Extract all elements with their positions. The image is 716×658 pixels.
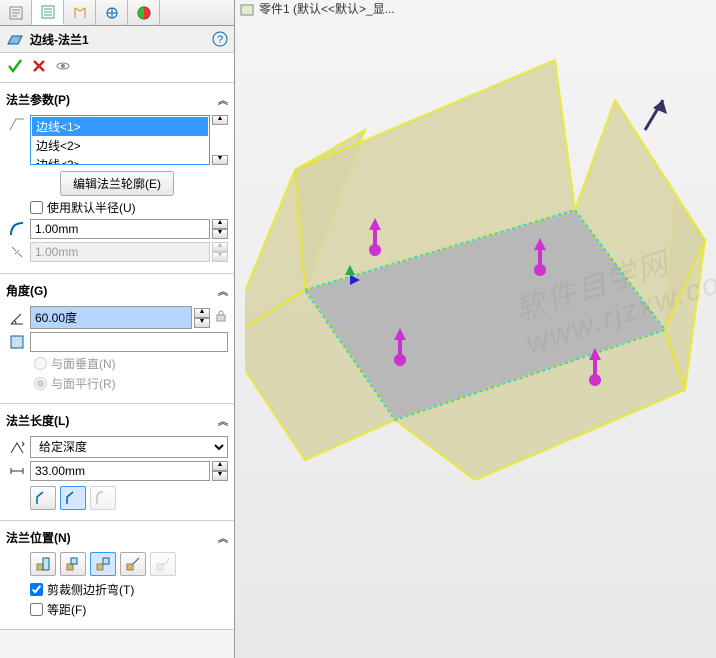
length-tangent-bend-button[interactable] (90, 486, 116, 510)
face-select-icon (6, 333, 28, 351)
position-tangent-button[interactable] (150, 552, 176, 576)
section-flange-params: 法兰参数(P) ︽ 边线<1> 边线<2> 边线<3> ▲ ▼ 编辑法兰轮廓(E… (0, 83, 234, 274)
use-default-radius-label: 使用默认半径(U) (47, 199, 136, 216)
length-icon (6, 462, 28, 480)
position-material-outside-button[interactable] (60, 552, 86, 576)
length-outer-virtual-sharp-button[interactable] (30, 486, 56, 510)
position-options-row (6, 550, 228, 578)
angle-input[interactable]: 60.00度 (30, 306, 192, 329)
section-title: 法兰位置(N) (6, 529, 71, 546)
gap-distance-input: 1.00mm (30, 242, 210, 262)
gap-distance-icon (6, 243, 28, 261)
tab-configuration[interactable] (64, 0, 96, 25)
help-icon[interactable]: ? (212, 31, 228, 47)
position-virtual-sharp-button[interactable] (120, 552, 146, 576)
chevron-up-icon: ︽ (218, 283, 228, 298)
cancel-icon[interactable] (30, 57, 48, 78)
spin-up[interactable]: ▲ (194, 308, 210, 318)
chevron-up-icon: ︽ (218, 530, 228, 545)
graphics-viewport[interactable]: 零件1 (默认<<默认>_显... 软件自学网 www.rjzxw.com (235, 0, 716, 658)
offset-label: 等距(F) (47, 601, 86, 618)
end-condition-icon (6, 438, 28, 456)
section-flange-length: 法兰长度(L) ︽ 给定深度 33.00mm ▲▼ (0, 404, 234, 521)
edge-list-item[interactable]: 边线<2> (32, 136, 208, 155)
parallel-label: 与面平行(R) (51, 375, 116, 392)
section-header-length[interactable]: 法兰长度(L) ︽ (6, 410, 228, 433)
tab-property-manager[interactable] (32, 0, 64, 25)
confirm-row (0, 53, 234, 83)
section-title: 法兰长度(L) (6, 412, 69, 429)
use-default-radius-checkbox[interactable] (30, 201, 43, 214)
spin-up[interactable]: ▲ (212, 461, 228, 471)
length-reference-row (6, 484, 228, 512)
edge-list-item[interactable]: 边线<1> (32, 117, 208, 136)
section-angle: 角度(G) ︽ 60.00度 ▲▼ 与面垂直(N) 与面平行(R) (0, 274, 234, 404)
spin-down[interactable]: ▼ (194, 318, 210, 328)
length-inner-virtual-sharp-button[interactable] (60, 486, 86, 510)
spin-down: ▼ (212, 252, 228, 262)
property-panel: 边线-法兰1 ? 法兰参数(P) ︽ 边线<1> 边线<2> 边线<3> ▲ ▼… (0, 0, 235, 658)
chevron-up-icon: ︽ (218, 413, 228, 428)
parallel-radio (34, 377, 47, 390)
tab-dimxpert[interactable] (96, 0, 128, 25)
spin-down[interactable]: ▼ (212, 471, 228, 481)
position-material-inside-button[interactable] (30, 552, 56, 576)
face-reference-input[interactable] (30, 332, 228, 352)
edge-flange-icon (6, 30, 24, 48)
length-input[interactable]: 33.00mm (30, 461, 210, 481)
list-down-icon[interactable]: ▼ (212, 155, 228, 165)
edge-list-item[interactable]: 边线<3> (32, 155, 208, 165)
section-title: 法兰参数(P) (6, 91, 70, 108)
spin-up[interactable]: ▲ (212, 219, 228, 229)
angle-icon (6, 309, 28, 327)
feature-header: 边线-法兰1 ? (0, 26, 234, 53)
bend-radius-input[interactable]: 1.00mm (30, 219, 210, 239)
section-header-position[interactable]: 法兰位置(N) ︽ (6, 527, 228, 550)
section-flange-position: 法兰位置(N) ︽ 剪裁侧边折弯(T) 等距(F) (0, 521, 234, 630)
section-title: 角度(G) (6, 282, 47, 299)
feature-title: 边线-法兰1 (30, 31, 212, 48)
document-tab[interactable]: 零件1 (默认<<默认>_显... (239, 0, 395, 17)
tab-appearances[interactable] (128, 0, 160, 25)
section-header-angle[interactable]: 角度(G) ︽ (6, 280, 228, 303)
bend-radius-icon (6, 220, 28, 238)
edit-profile-button[interactable]: 编辑法兰轮廓(E) (60, 171, 174, 196)
view-normal-arrow-icon[interactable] (645, 100, 667, 130)
offset-checkbox[interactable] (30, 603, 43, 616)
perpendicular-radio (34, 357, 47, 370)
tab-feature-tree[interactable] (0, 0, 32, 25)
edge-list[interactable]: 边线<1> 边线<2> 边线<3> (30, 115, 210, 165)
section-header-params[interactable]: 法兰参数(P) ︽ (6, 89, 228, 112)
ok-icon[interactable] (6, 57, 24, 78)
chevron-up-icon: ︽ (218, 92, 228, 107)
position-bend-outside-button[interactable] (90, 552, 116, 576)
document-tab-label: 零件1 (默认<<默认>_显... (259, 0, 395, 17)
spin-down[interactable]: ▼ (212, 229, 228, 239)
perpendicular-label: 与面垂直(N) (51, 355, 116, 372)
edge-selection-icon (6, 115, 28, 133)
preview-icon[interactable] (54, 57, 72, 78)
part-icon (239, 1, 255, 17)
trim-side-bends-label: 剪裁侧边折弯(T) (47, 581, 134, 598)
panel-tabs (0, 0, 234, 26)
lock-icon[interactable] (214, 309, 228, 326)
end-condition-select[interactable]: 给定深度 (30, 436, 228, 458)
trim-side-bends-checkbox[interactable] (30, 583, 43, 596)
svg-text:?: ? (217, 34, 223, 46)
list-up-icon[interactable]: ▲ (212, 115, 228, 125)
spin-up: ▲ (212, 242, 228, 252)
